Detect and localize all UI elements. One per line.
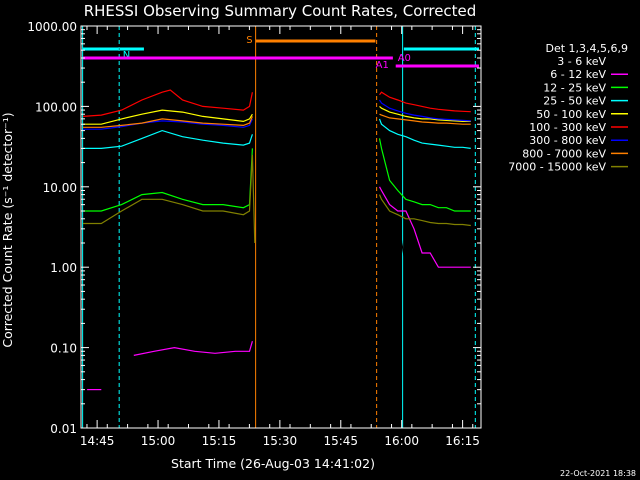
legend-label-6: 300 - 800 keV [529,134,606,147]
y-tick-label-1: 0.10 [50,342,77,356]
x-tick-label-6: 16:15 [445,434,480,448]
series-line-3-0 [83,129,253,149]
series-50-100keV [83,105,471,125]
series-line-8-1 [378,194,471,227]
plot-frame [80,25,482,429]
series-line-3-1 [378,118,471,149]
series-line-8-0 [83,154,256,244]
legend-label-7: 800 - 7000 keV [522,147,606,160]
series-25-50keV [83,118,471,149]
series-12-25keV [83,138,471,212]
plot-area: N S A1 A0 [82,26,479,428]
x-tick-label-4: 15:45 [323,434,358,448]
footer-date: 22-Oct-2021 18:38 [560,469,636,478]
series-800-7000keV [83,113,471,128]
series-line-4-0 [83,109,253,125]
series-line-6-0 [83,118,253,130]
series-100-300keV [82,89,471,117]
series-line-2-1 [378,138,471,212]
series-line-2-0 [83,148,253,212]
legend-label-1: 6 - 12 keV [550,68,606,81]
series-line-4-1 [379,105,471,123]
flag-label-A1: A1 [376,60,389,71]
legend-title: Det 1,3,4,5,6,9 [545,42,628,55]
x-tick-label-2: 15:15 [202,434,237,448]
x-tick-label-1: 15:00 [141,434,176,448]
series-line-1-1 [133,341,253,356]
axes: 0.01 0.10 1.00 10.00 100.00 1000.00 14:45 15:00… [27,20,481,448]
series-line-7-1 [379,113,471,125]
series-line-6-1 [378,99,471,122]
series-6-12keV [87,186,471,391]
x-tick-label-3: 15:30 [263,434,298,448]
flag-label-N: N [123,50,130,61]
series-7000-15000keV [83,154,471,244]
y-tick-label-2: 1.00 [50,261,77,275]
legend-label-3: 25 - 50 keV [543,95,606,108]
legend-label-2: 12 - 25 keV [543,81,606,94]
series-line-5-0 [82,89,253,117]
y-tick-label-3: 10.00 [43,181,77,195]
series-300-800keV [83,99,471,130]
legend-label-0: 3 - 6 keV [557,55,606,68]
y-axis-label: Corrected Count Rate (s⁻¹ detector⁻¹) [0,112,15,347]
x-tick-label-5: 16:00 [384,434,419,448]
series-line-5-1 [379,91,471,113]
legend-label-8: 7000 - 15000 keV [508,161,606,174]
x-tick-label-0: 14:45 [80,434,115,448]
y-tick-label-4: 100.00 [35,100,77,114]
y-tick-label-0: 0.01 [50,422,77,436]
series-line-1-2 [378,186,471,268]
legend-label-4: 50 - 100 keV [536,108,606,121]
flag-label-A0: A0 [398,53,411,64]
chart-title: RHESSI Observing Summary Count Rates, Co… [84,2,477,20]
y-tick-label-5: 1000.00 [27,20,77,34]
series-line-7-0 [83,116,253,128]
legend-label-5: 100 - 300 keV [529,121,606,134]
series-line-0-1 [145,365,253,397]
flag-label-S: S [246,35,252,46]
x-axis-label: Start Time (26-Aug-03 14:41:02) [171,456,375,471]
